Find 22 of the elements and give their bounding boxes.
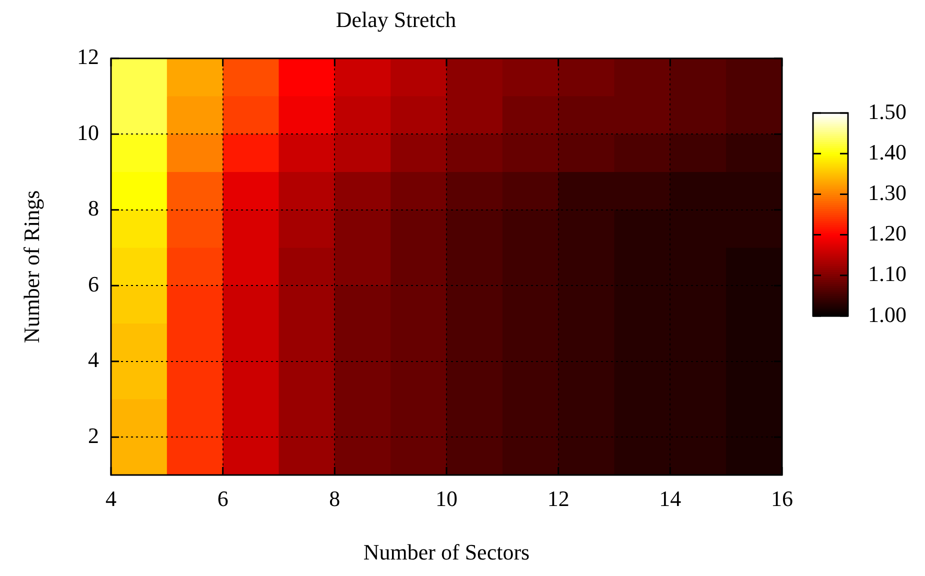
y-axis-title: Number of Rings [18, 190, 44, 344]
x-tick-label: 8 [329, 486, 340, 511]
x-tick-label: 6 [217, 486, 228, 511]
x-tick-label: 10 [436, 486, 458, 511]
y-tick-label: 8 [88, 196, 99, 221]
color-bar-label: 1.10 [868, 261, 906, 286]
y-tick-label: 4 [88, 347, 99, 372]
x-tick-label: 14 [659, 486, 682, 511]
chart-title: Delay Stretch [336, 6, 456, 32]
x-tick-label: 12 [547, 486, 570, 511]
x-tick-label: 16 [771, 486, 793, 511]
color-bar-label: 1.40 [868, 139, 906, 164]
color-bar-label: 1.30 [868, 180, 906, 205]
y-tick-label: 2 [88, 422, 99, 448]
color-bar-label: 1.00 [868, 302, 906, 327]
x-tick-label: 4 [106, 486, 116, 511]
y-tick-label: 6 [88, 271, 99, 296]
color-bar-label: 1.20 [868, 220, 906, 246]
y-tick-label: 10 [77, 120, 99, 145]
y-tick-label: 12 [77, 44, 99, 70]
x-axis-title: Number of Sectors [363, 540, 530, 565]
color-bar-label: 1.50 [868, 98, 906, 124]
